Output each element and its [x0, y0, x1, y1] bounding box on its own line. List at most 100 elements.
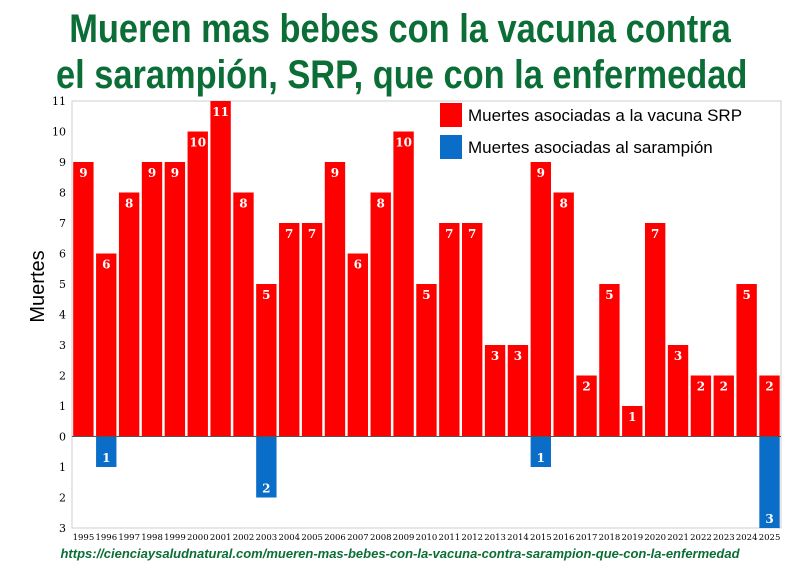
x-tick-label: 2024 [736, 533, 758, 543]
bar [507, 345, 529, 437]
data-label: 3 [491, 349, 499, 363]
bar [96, 253, 117, 437]
bar [164, 162, 186, 437]
bar [622, 406, 643, 437]
x-tick-label: 1995 [73, 533, 95, 543]
bar [576, 375, 597, 437]
bar [393, 131, 414, 437]
data-label: 2 [697, 380, 705, 394]
bar [118, 192, 140, 437]
data-label: 8 [377, 197, 385, 211]
x-tick-label: 2000 [187, 533, 209, 543]
x-tick-label: 2007 [347, 533, 369, 543]
y-tick-label: 3 [59, 339, 66, 352]
y-tick-label: 1 [59, 400, 66, 413]
x-tick-label: 2011 [439, 533, 461, 543]
bar [530, 162, 551, 437]
bar [553, 192, 574, 437]
x-tick-label: 2020 [644, 533, 666, 543]
x-tick-label: 2001 [210, 533, 232, 543]
bar [599, 284, 620, 437]
bar [279, 223, 300, 437]
data-label: 1 [628, 410, 636, 424]
x-tick-label: 2021 [667, 533, 689, 543]
data-label: 2 [582, 380, 590, 394]
y-tick-label: 0 [59, 431, 66, 444]
y-tick-label: 8 [59, 187, 66, 200]
x-tick-label: 2012 [461, 533, 483, 543]
y-tick-label: 5 [59, 278, 66, 291]
data-label: 7 [468, 227, 476, 241]
data-label: 8 [559, 197, 567, 211]
y-tick-label: 2 [59, 492, 66, 505]
bar [644, 223, 666, 437]
x-tick-label: 2017 [576, 533, 598, 543]
bar [73, 162, 94, 437]
x-tick-label: 2006 [324, 533, 346, 543]
data-label: 3 [765, 512, 773, 526]
bar [759, 375, 780, 437]
data-label: 8 [239, 197, 247, 211]
y-tick-label: 2 [59, 370, 66, 383]
y-tick-label: 11 [52, 95, 66, 108]
data-label: 3 [514, 349, 522, 363]
data-label: 1 [537, 451, 545, 465]
x-tick-label: 2005 [301, 533, 323, 543]
data-label: 2 [262, 482, 270, 496]
data-label: 3 [674, 349, 682, 363]
data-label: 11 [212, 105, 229, 119]
x-tick-label: 2016 [553, 533, 575, 543]
bar [233, 192, 254, 437]
bar [690, 375, 712, 437]
x-tick-label: 1999 [164, 533, 186, 543]
data-label: 9 [331, 166, 339, 180]
y-tick-label: 7 [59, 217, 66, 230]
y-tick-label: 1 [59, 461, 66, 474]
bar [439, 223, 460, 437]
x-tick-label: 2003 [256, 533, 278, 543]
bar [256, 436, 277, 498]
legend-entry: Muertes asociadas a la vacuna SRP [468, 106, 742, 125]
data-label: 6 [354, 258, 362, 272]
x-tick-label: 2018 [599, 533, 621, 543]
data-label: 7 [308, 227, 316, 241]
legend-swatch [440, 135, 462, 159]
bar [141, 162, 163, 437]
bar [530, 436, 551, 467]
bar [347, 253, 369, 437]
bar [759, 436, 780, 528]
x-tick-label: 2019 [622, 533, 644, 543]
data-label: 9 [537, 166, 545, 180]
x-tick-label: 2008 [370, 533, 392, 543]
bar [667, 345, 689, 437]
data-label: 9 [171, 166, 179, 180]
y-tick-label: 3 [59, 522, 66, 535]
legend-entry: Muertes asociadas al sarampión [468, 138, 713, 157]
y-axis-label: Muertes [27, 250, 49, 322]
y-tick-label: 6 [59, 248, 66, 261]
x-tick-label: 2010 [416, 533, 438, 543]
x-tick-label: 2022 [690, 533, 712, 543]
data-label: 5 [262, 288, 270, 302]
plot-area [71, 100, 782, 529]
y-tick-label: 4 [59, 309, 66, 322]
bar [256, 284, 277, 437]
data-label: 7 [651, 227, 659, 241]
x-tick-label: 2004 [278, 533, 300, 543]
y-tick-label: 10 [52, 126, 66, 139]
data-label: 8 [125, 197, 133, 211]
bar [484, 345, 506, 437]
chart-title-line1: Mueren mas bebes con la vacuna contra [69, 7, 731, 51]
data-label: 5 [422, 288, 430, 302]
bar [301, 223, 323, 437]
bar [713, 375, 734, 437]
legend-swatch [440, 103, 462, 127]
data-label: 9 [148, 166, 156, 180]
data-label: 5 [605, 288, 613, 302]
bar [96, 436, 117, 467]
bar [416, 284, 437, 437]
data-label: 2 [720, 380, 728, 394]
x-tick-label: 1997 [118, 533, 140, 543]
y-tick-label: 9 [59, 156, 66, 169]
